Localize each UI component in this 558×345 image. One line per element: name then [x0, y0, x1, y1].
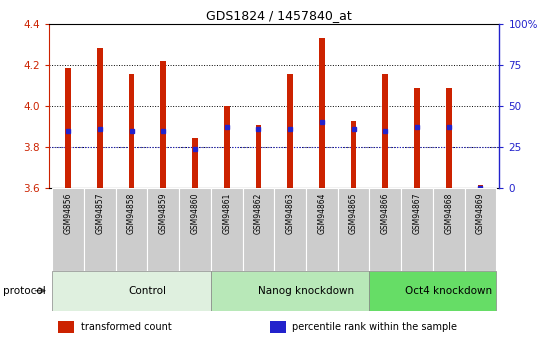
Bar [192, 138, 198, 188]
Text: percentile rank within the sample: percentile rank within the sample [292, 322, 457, 332]
Bar [97, 48, 103, 188]
Bar [369, 188, 401, 271]
Bar [446, 88, 451, 188]
Bar [478, 185, 483, 188]
Bar [306, 188, 338, 271]
Text: GSM94864: GSM94864 [318, 192, 326, 234]
Bar [116, 188, 147, 271]
Text: GSM94856: GSM94856 [64, 192, 73, 234]
Text: GSM94860: GSM94860 [190, 192, 199, 234]
Text: GSM94862: GSM94862 [254, 192, 263, 234]
Bar [287, 74, 293, 188]
Bar [52, 188, 84, 271]
Text: GSM94863: GSM94863 [286, 192, 295, 234]
Bar [464, 188, 496, 271]
Bar [256, 125, 261, 188]
Bar [319, 39, 325, 188]
Bar [84, 188, 116, 271]
Text: GSM94869: GSM94869 [476, 192, 485, 234]
Bar [338, 188, 369, 271]
Bar [211, 271, 369, 310]
Bar [243, 188, 275, 271]
Text: GSM94868: GSM94868 [444, 192, 453, 234]
Text: Control: Control [128, 286, 166, 296]
Bar [224, 106, 229, 188]
Bar [58, 321, 74, 333]
Text: Nanog knockdown: Nanog knockdown [258, 286, 354, 296]
Text: GSM94865: GSM94865 [349, 192, 358, 234]
Bar [211, 188, 243, 271]
Bar [382, 74, 388, 188]
Bar [369, 271, 496, 310]
Bar [129, 74, 134, 188]
Text: GSM94858: GSM94858 [127, 192, 136, 234]
Bar [414, 88, 420, 188]
Text: protocol: protocol [3, 286, 46, 296]
Bar [433, 188, 464, 271]
Bar [270, 321, 286, 333]
Text: GSM94859: GSM94859 [159, 192, 168, 234]
Text: GSM94866: GSM94866 [381, 192, 389, 234]
Bar [65, 68, 71, 188]
Bar [160, 61, 166, 188]
Text: GSM94861: GSM94861 [222, 192, 231, 234]
Bar [147, 188, 179, 271]
Text: transformed count: transformed count [80, 322, 171, 332]
Bar [179, 188, 211, 271]
Bar [401, 188, 433, 271]
Text: GSM94867: GSM94867 [412, 192, 421, 234]
Bar [350, 121, 357, 188]
Bar [275, 188, 306, 271]
Text: GSM94857: GSM94857 [95, 192, 104, 234]
Bar [52, 271, 211, 310]
Text: GDS1824 / 1457840_at: GDS1824 / 1457840_at [206, 9, 352, 22]
Text: Oct4 knockdown: Oct4 knockdown [405, 286, 492, 296]
